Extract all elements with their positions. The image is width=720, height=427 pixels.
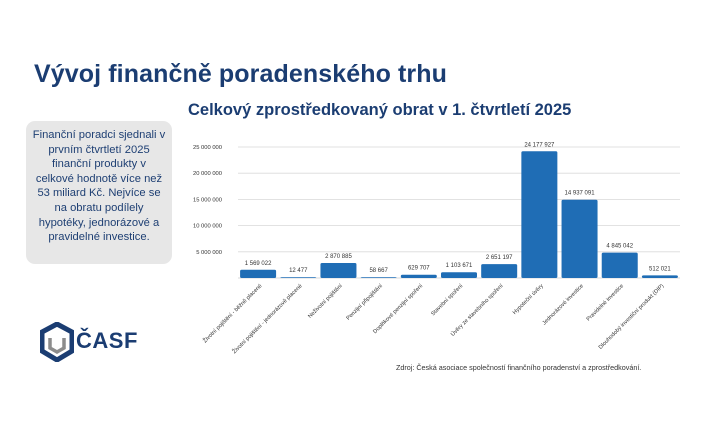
- bar: [641, 275, 678, 278]
- bar-value-label: 629 707: [408, 266, 430, 272]
- bar-value-label: 2 870 885: [325, 254, 352, 260]
- summary-box: Finanční poradci sjednali v prvním čtvrt…: [26, 121, 172, 264]
- casf-logo: ČASF: [40, 322, 160, 364]
- x-category-label: Životní pojištění - jednorázově placené: [230, 282, 303, 355]
- bar-value-label: 4 845 042: [606, 244, 633, 250]
- y-tick-label: 25 000 000: [193, 145, 222, 151]
- bar: [561, 199, 598, 278]
- bar: [320, 262, 357, 278]
- bar-value-label: 2 651 197: [486, 255, 513, 261]
- source-note: Zdroj: Česká asociace společností finanč…: [396, 363, 642, 372]
- chart-title: Celkový zprostředkovaný obrat v 1. čtvrt…: [188, 101, 572, 119]
- y-tick-label: 10 000 000: [193, 224, 222, 230]
- bar: [240, 269, 277, 278]
- bar-value-label: 1 103 671: [446, 263, 473, 269]
- y-tick-label: 15 000 000: [193, 197, 222, 203]
- bar: [360, 277, 397, 278]
- bar: [521, 151, 558, 278]
- bar-value-label: 512 021: [649, 266, 671, 272]
- bar: [441, 272, 477, 278]
- casf-shield-icon: [40, 322, 74, 362]
- bar: [481, 264, 518, 278]
- x-category-label: Jednorázové investice: [542, 283, 585, 326]
- y-tick-label: 20 000 000: [193, 171, 222, 177]
- x-category-label: Neživotní pojištění: [307, 283, 344, 320]
- bar: [280, 277, 317, 278]
- bar-value-label: 24 177 927: [524, 142, 555, 148]
- bar: [400, 274, 437, 278]
- logo-text: ČASF: [76, 328, 138, 353]
- x-category-label: Penzijní připojištění: [346, 283, 385, 322]
- bar-value-label: 58 667: [369, 268, 388, 274]
- y-tick-label: 5 000 000: [196, 250, 222, 256]
- x-category-label: Dlouhodobý investiční produkt (DIP): [598, 283, 666, 351]
- page-title: Vývoj finančně poradenského trhu: [34, 60, 448, 88]
- x-category-label: Pravidelné investice: [586, 283, 625, 322]
- bar: [601, 252, 638, 278]
- x-category-label: Hypoteční úvěry: [512, 283, 545, 316]
- x-category-label: Stavební spoření: [430, 283, 464, 317]
- bar-value-label: 1 569 022: [245, 261, 272, 267]
- bar-value-label: 12 477: [289, 268, 308, 274]
- bar-value-label: 14 937 091: [565, 191, 596, 197]
